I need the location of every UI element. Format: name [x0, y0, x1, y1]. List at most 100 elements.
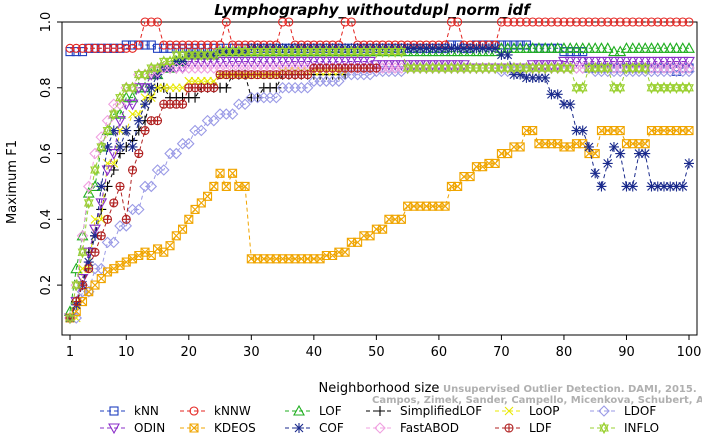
x-tick-label: 40	[306, 345, 323, 360]
point-odin	[76, 273, 89, 285]
point-kdeos	[528, 125, 538, 136]
point-knnw	[71, 43, 81, 53]
point-ldof	[208, 114, 220, 127]
point-cof	[546, 89, 557, 100]
point-kdeos	[378, 224, 388, 234]
point-knnw	[121, 43, 131, 53]
legend-label: ODIN	[134, 421, 165, 434]
point-knnw	[521, 17, 531, 27]
point-cof	[515, 69, 526, 80]
point-knnw	[553, 17, 563, 27]
point-knnw	[146, 17, 156, 27]
point-knnw	[221, 17, 231, 27]
x-tick-label: 20	[181, 345, 198, 360]
point-inflo	[352, 45, 363, 58]
point-knnw	[565, 17, 575, 27]
point-cof	[652, 181, 663, 192]
point-inflo	[290, 45, 300, 58]
point-inflo	[440, 61, 451, 75]
point-kdeos	[215, 168, 225, 178]
series-ldf	[65, 63, 381, 323]
point-odin	[639, 56, 652, 68]
x-tick-label: 90	[618, 345, 635, 360]
point-inflo	[202, 48, 213, 62]
plot-frame	[61, 21, 698, 336]
point-knnw	[446, 17, 456, 27]
point-knnw	[84, 43, 94, 53]
point-ldof	[239, 98, 251, 111]
point-inflo	[509, 61, 519, 75]
point-cof	[552, 89, 563, 100]
point-loop	[140, 93, 150, 103]
point-cof	[571, 125, 582, 136]
point-loop	[190, 76, 200, 86]
point-inflo	[377, 45, 388, 58]
point-knnw	[96, 43, 106, 53]
point-kdeos	[177, 224, 188, 234]
point-inflo	[571, 81, 582, 95]
point-inflo	[240, 45, 250, 58]
legend-item-cof: COF	[285, 421, 344, 434]
series-odin	[64, 56, 695, 325]
point-inflo	[383, 45, 394, 58]
point-inflo	[96, 140, 107, 154]
point-lof	[551, 42, 564, 53]
legend-label: kNN	[134, 404, 159, 418]
point-knnw	[653, 17, 663, 27]
point-kdeos	[228, 168, 238, 178]
series-line-fastabod	[69, 67, 689, 319]
point-cof	[465, 43, 476, 54]
point-cof	[496, 49, 507, 60]
point-lof	[676, 42, 689, 53]
point-ldf	[127, 165, 138, 175]
point-loop	[203, 76, 212, 86]
point-ldof	[226, 108, 239, 120]
point-ldf	[371, 63, 381, 73]
point-knnw	[584, 17, 594, 27]
point-inflo	[609, 81, 619, 95]
point-knnw	[528, 17, 538, 27]
point-odin	[651, 56, 664, 68]
point-ldof	[95, 262, 108, 275]
point-knnw	[546, 17, 556, 27]
point-inflo	[108, 107, 119, 121]
point-inflo	[640, 61, 651, 75]
point-lof	[558, 42, 570, 53]
y-tick-label: 0.8	[39, 77, 54, 98]
point-inflo	[559, 61, 569, 75]
point-inflo	[415, 61, 426, 75]
point-cof	[96, 181, 107, 192]
point-cof	[621, 181, 632, 192]
point-fastabod	[114, 98, 126, 111]
point-knnw	[603, 17, 613, 27]
point-ldof	[195, 124, 208, 137]
point-simplifiedlof	[96, 204, 107, 215]
chart-title: Lymphography_withoutdupl_norm_idf	[214, 1, 532, 19]
point-cof	[540, 72, 551, 83]
point-lof	[645, 42, 658, 53]
point-inflo	[127, 81, 138, 95]
point-knnw	[503, 17, 513, 27]
point-inflo	[677, 81, 688, 95]
point-knnw	[646, 17, 657, 27]
point-knn	[521, 40, 531, 50]
point-fastabod	[89, 147, 101, 160]
point-cof	[583, 141, 594, 152]
point-kdeos	[684, 125, 694, 136]
point-inflo	[233, 45, 244, 58]
point-kdeos	[490, 158, 500, 168]
point-knnw	[496, 17, 506, 27]
legend-label: LDOF	[624, 404, 656, 418]
point-lof	[526, 42, 539, 53]
point-lof	[126, 91, 139, 103]
point-lof	[520, 42, 533, 53]
point-cof	[483, 43, 494, 54]
point-inflo	[183, 48, 194, 62]
point-cof	[508, 69, 519, 80]
point-knnw	[152, 17, 163, 27]
point-knnw	[621, 17, 632, 27]
point-ldof	[170, 147, 183, 160]
point-cof	[102, 141, 113, 152]
point-kdeos	[240, 181, 250, 191]
point-kdeos	[209, 181, 219, 191]
